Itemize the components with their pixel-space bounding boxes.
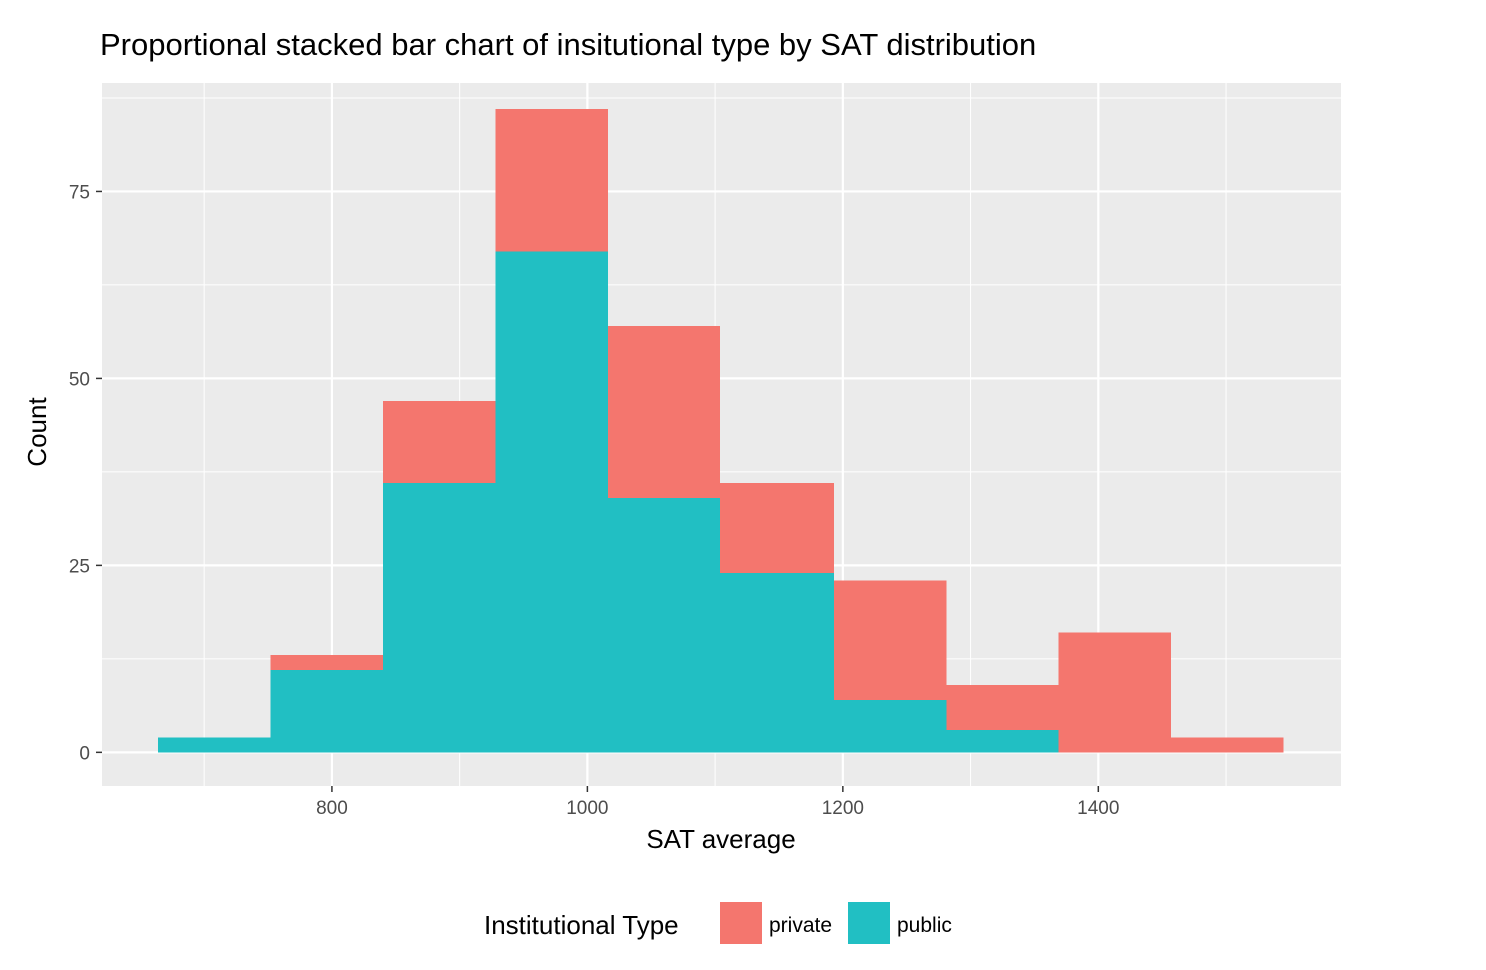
y-axis-ticks: 0 25 50 75: [69, 182, 102, 764]
legend-swatch-private: [720, 902, 762, 944]
y-tick-label: 75: [69, 182, 90, 203]
bar-public-752: [270, 670, 384, 753]
legend-title: Institutional Type: [484, 910, 679, 940]
bar-public-1281: [946, 729, 1059, 753]
x-tick-label: 1200: [822, 798, 864, 819]
bars: [158, 109, 1284, 753]
bar-private-1104: [720, 483, 834, 573]
bar-public-1016: [607, 498, 721, 753]
legend-label-private: private: [769, 914, 832, 937]
bar-private-752: [270, 655, 384, 671]
legend-swatch-public: [848, 902, 890, 944]
bar-public-840: [383, 483, 496, 753]
y-tick-label: 25: [69, 556, 90, 577]
x-axis-title: SAT average: [646, 824, 795, 854]
legend-label-public: public: [897, 914, 952, 937]
bar-private-1281: [946, 685, 1059, 730]
legend: Institutional Type private public: [484, 902, 952, 944]
bar-private-1457: [1171, 737, 1284, 753]
chart-title: Proportional stacked bar chart of insitu…: [100, 27, 1036, 62]
bar-public-664: [158, 737, 271, 753]
x-tick-label: 1000: [566, 798, 608, 819]
y-axis-title: Count: [22, 397, 52, 467]
bar-private-1193: [833, 580, 947, 700]
bar-private-1016: [607, 326, 721, 499]
y-tick-label: 0: [79, 743, 90, 764]
x-axis-ticks: 800 1000 1200 1400: [316, 786, 1119, 819]
bar-private-1369: [1058, 632, 1172, 753]
x-tick-label: 1400: [1077, 798, 1119, 819]
bar-private-840: [383, 400, 496, 484]
bar-public-928: [495, 251, 608, 753]
x-tick-label: 800: [316, 798, 348, 819]
y-tick-label: 50: [69, 369, 90, 390]
bar-public-1193: [833, 699, 947, 753]
bar-private-928: [495, 109, 608, 252]
bar-public-1104: [720, 572, 834, 753]
